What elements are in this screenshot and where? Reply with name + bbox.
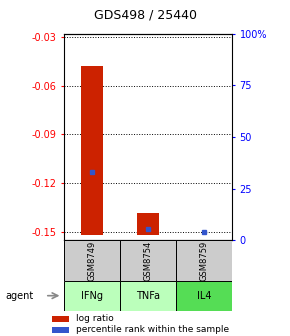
Bar [137,213,159,235]
Bar [176,240,232,281]
Bar [52,327,68,333]
Bar [176,281,232,311]
Text: GDS498 / 25440: GDS498 / 25440 [93,9,197,22]
Bar [64,281,120,311]
Text: percentile rank within the sample: percentile rank within the sample [76,326,229,334]
Text: log ratio: log ratio [76,314,113,323]
Text: IFNg: IFNg [81,291,103,301]
Text: TNFa: TNFa [136,291,160,301]
Bar [81,66,103,235]
Text: IL4: IL4 [197,291,211,301]
Text: GSM8749: GSM8749 [87,240,96,281]
Bar [52,316,68,322]
Bar [120,240,176,281]
Bar [64,240,120,281]
Text: GSM8754: GSM8754 [143,240,153,281]
Bar [120,281,176,311]
Text: GSM8759: GSM8759 [200,240,209,281]
Text: agent: agent [6,291,34,301]
